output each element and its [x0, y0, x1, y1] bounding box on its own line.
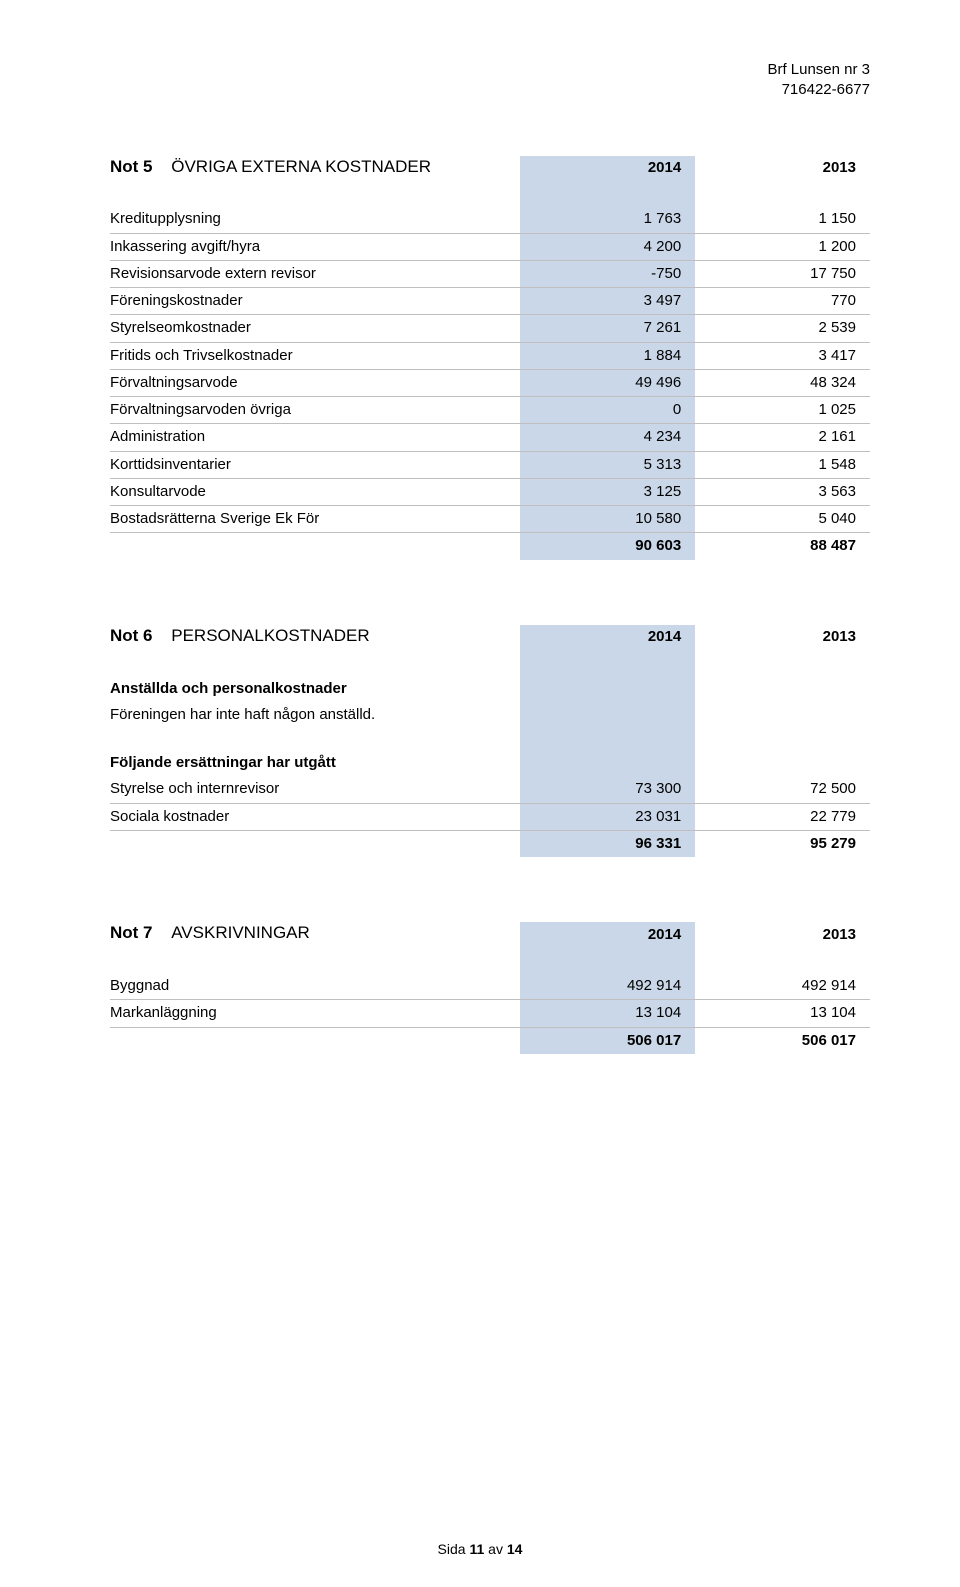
table-row-y1: 73 300	[520, 776, 695, 803]
table-row-y1: 3 125	[520, 478, 695, 505]
table-row-y1: -750	[520, 260, 695, 287]
note-6-table: Not 6 PERSONALKOSTNADER 2014 2013 Anstäl…	[110, 625, 870, 857]
table-row-y2: 72 500	[695, 776, 870, 803]
note-5-table: Not 5 ÖVRIGA EXTERNA KOSTNADER 2014 2013…	[110, 156, 870, 560]
note-6-year2: 2013	[695, 625, 870, 654]
table-row-y1: 3 497	[520, 288, 695, 315]
table-row-y2: 48 324	[695, 369, 870, 396]
table-row-label: Förvaltningsarvode	[110, 369, 520, 396]
table-row-y1: 492 914	[520, 973, 695, 1000]
note-7: Not 7 AVSKRIVNINGAR 2014 2013 Byggnad492…	[110, 922, 870, 1054]
table-row-y2: 770	[695, 288, 870, 315]
note-7-total-y1: 506 017	[520, 1027, 695, 1054]
note-7-total-y2: 506 017	[695, 1027, 870, 1054]
org-number: 716422-6677	[110, 80, 870, 100]
table-row-label: Konsultarvode	[110, 478, 520, 505]
page-footer: Sida 11 av 14	[0, 1541, 960, 1557]
table-row-y2: 492 914	[695, 973, 870, 1000]
table-row-y1: 0	[520, 397, 695, 424]
table-row-y2: 1 150	[695, 206, 870, 233]
table-row-y1: 13 104	[520, 1000, 695, 1027]
table-row-label: Revisionsarvode extern revisor	[110, 260, 520, 287]
section-text: Föreningen har inte haft någon anställd.	[110, 702, 520, 728]
table-row-y1: 49 496	[520, 369, 695, 396]
note-5-title: ÖVRIGA EXTERNA KOSTNADER	[157, 157, 431, 176]
table-row-label: Styrelse och internrevisor	[110, 776, 520, 803]
note-7-table: Not 7 AVSKRIVNINGAR 2014 2013 Byggnad492…	[110, 922, 870, 1054]
table-row-y2: 3 417	[695, 342, 870, 369]
note-6-total-y1: 96 331	[520, 830, 695, 857]
table-row-y1: 4 234	[520, 424, 695, 451]
note-6-year1: 2014	[520, 625, 695, 654]
note-5-year2: 2013	[695, 156, 870, 185]
note-7-id: Not 7	[110, 923, 153, 942]
table-row-label: Kreditupplysning	[110, 206, 520, 233]
table-row-y1: 23 031	[520, 803, 695, 830]
table-row-y2: 2 539	[695, 315, 870, 342]
table-row-label: Korttidsinventarier	[110, 451, 520, 478]
table-row-label: Markanläggning	[110, 1000, 520, 1027]
table-row-y1: 1 884	[520, 342, 695, 369]
table-row-y2: 13 104	[695, 1000, 870, 1027]
table-row-y2: 1 025	[695, 397, 870, 424]
note-6: Not 6 PERSONALKOSTNADER 2014 2013 Anstäl…	[110, 625, 870, 857]
note-5-total-y1: 90 603	[520, 533, 695, 560]
table-row-label: Inkassering avgift/hyra	[110, 233, 520, 260]
table-row-y1: 10 580	[520, 506, 695, 533]
table-row-label: Byggnad	[110, 973, 520, 1000]
table-row-y2: 22 779	[695, 803, 870, 830]
table-row-y2: 17 750	[695, 260, 870, 287]
table-row-y2: 1 200	[695, 233, 870, 260]
table-row-label: Styrelseomkostnader	[110, 315, 520, 342]
table-row-y2: 5 040	[695, 506, 870, 533]
table-row-label: Förvaltningsarvoden övriga	[110, 397, 520, 424]
note-6-title: PERSONALKOSTNADER	[157, 626, 369, 645]
footer-mid: av	[484, 1541, 507, 1557]
section-heading: Anställda och personalkostnader	[110, 676, 520, 702]
table-row-y1: 7 261	[520, 315, 695, 342]
table-row-y2: 2 161	[695, 424, 870, 451]
table-row-label: Sociala kostnader	[110, 803, 520, 830]
table-row-label: Föreningskostnader	[110, 288, 520, 315]
table-row-y2: 1 548	[695, 451, 870, 478]
footer-total: 14	[507, 1541, 523, 1557]
table-row-y2: 3 563	[695, 478, 870, 505]
table-row-y1: 5 313	[520, 451, 695, 478]
table-row-label: Administration	[110, 424, 520, 451]
note-6-id: Not 6	[110, 626, 153, 645]
footer-page: 11	[469, 1541, 484, 1557]
note-5-id: Not 5	[110, 157, 153, 176]
org-name: Brf Lunsen nr 3	[110, 60, 870, 80]
note-7-year2: 2013	[695, 922, 870, 951]
footer-prefix: Sida	[438, 1541, 470, 1557]
note-5-year1: 2014	[520, 156, 695, 185]
table-row-label: Bostadsrätterna Sverige Ek För	[110, 506, 520, 533]
doc-header: Brf Lunsen nr 3 716422-6677	[110, 60, 870, 101]
table-row-label: Fritids och Trivselkostnader	[110, 342, 520, 369]
section-heading: Följande ersättningar har utgått	[110, 750, 520, 776]
table-row-y1: 1 763	[520, 206, 695, 233]
note-5: Not 5 ÖVRIGA EXTERNA KOSTNADER 2014 2013…	[110, 156, 870, 560]
note-7-year1: 2014	[520, 922, 695, 951]
table-row-y1: 4 200	[520, 233, 695, 260]
note-7-title: AVSKRIVNINGAR	[157, 923, 310, 942]
note-6-total-y2: 95 279	[695, 830, 870, 857]
note-5-total-y2: 88 487	[695, 533, 870, 560]
